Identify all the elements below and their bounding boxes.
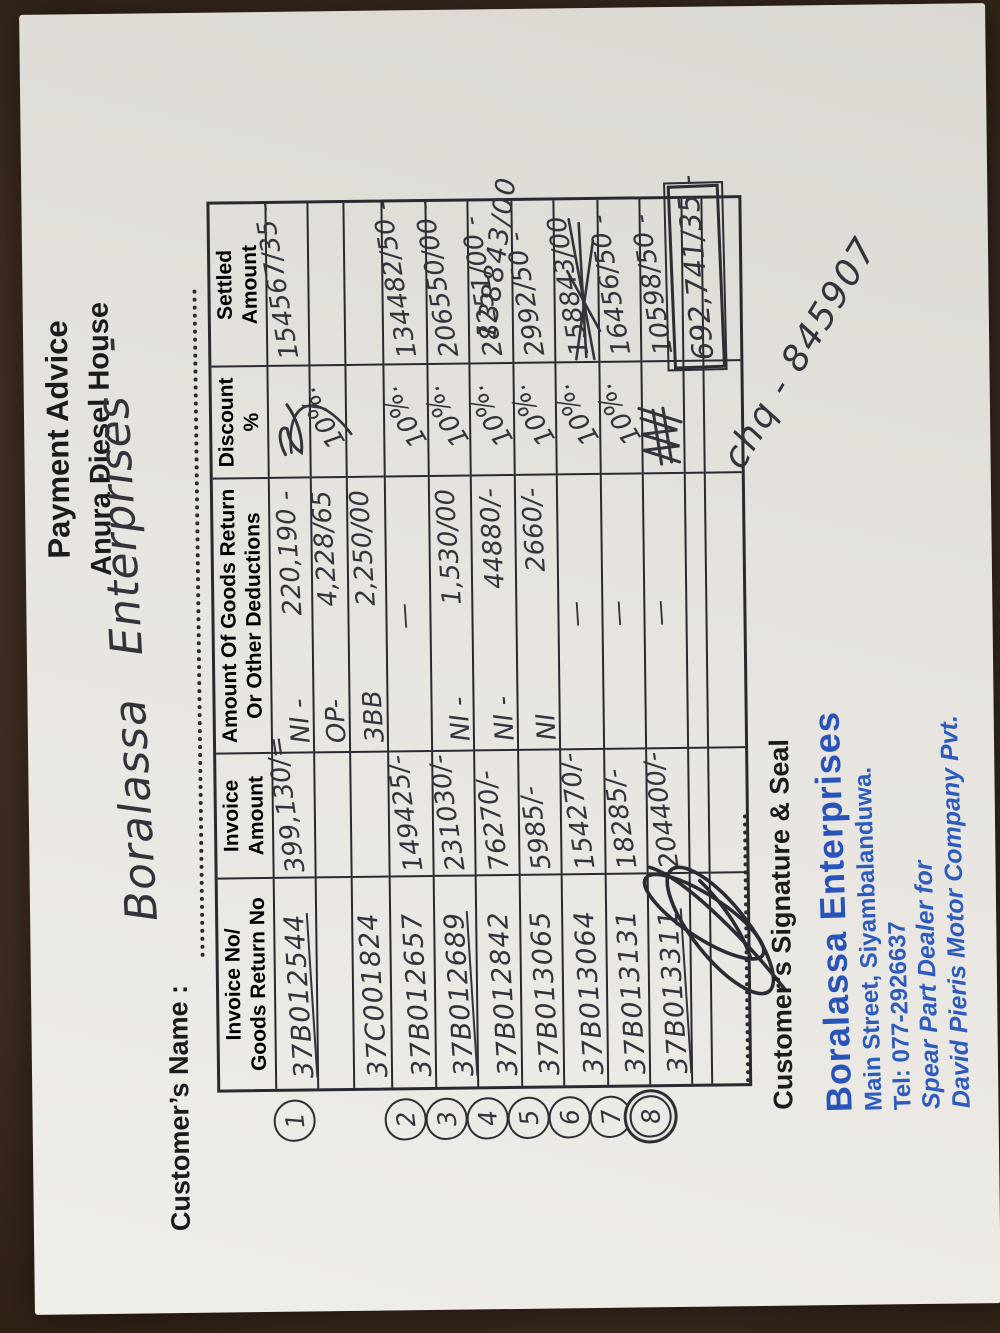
- discount-cell: 10%.: [416, 364, 476, 477]
- invoice-no-value: 37B012657: [396, 911, 439, 1078]
- goods-return-cell: [685, 473, 708, 749]
- invoice-amount-value: 76270/-: [470, 768, 516, 873]
- dealer-stamp: Boralassa Enterprises Main Street, Siyam…: [805, 707, 976, 1113]
- discount-cell: 10%.: [374, 364, 434, 478]
- discount-cell: [346, 365, 384, 478]
- invoice-no-cell: 37B012689: [435, 876, 481, 1086]
- invoice-amount-cell: [315, 752, 351, 879]
- discount-cell: [684, 361, 704, 474]
- row-number-circle: 6: [546, 1093, 593, 1141]
- row-number-circle: 4: [464, 1095, 511, 1142]
- row-number-circle: 8: [627, 1093, 674, 1140]
- discount-cell: 10%.: [588, 362, 648, 475]
- row-number-circle: 2: [382, 1096, 429, 1143]
- invoice-amount-value: 154270/-: [554, 750, 602, 872]
- invoice-no-cell: 37B012657: [391, 877, 439, 1087]
- total-amount-box: 692,741/35 -: [666, 173, 727, 370]
- invoice-amount-cell: 154270/-: [554, 749, 605, 876]
- invoice-no-cell: 37C001824: [352, 877, 395, 1087]
- discount-cell: [268, 366, 310, 479]
- goods-return-cell: [705, 473, 746, 749]
- invoice-no-cell: 37B013131: [607, 874, 653, 1084]
- invoice-no-value: 37C001824: [352, 911, 395, 1079]
- invoice-no-value: 37B012842: [482, 910, 525, 1077]
- invoice-amount-cell: [351, 752, 389, 878]
- column-header-invoice-amount: Invoice Amount: [216, 753, 273, 880]
- settled-amount-cell: 154567/35 -: [249, 200, 309, 367]
- invoice-amount-value: 18285/-: [598, 766, 644, 871]
- document-title: Payment Advice: [38, 320, 77, 559]
- invoice-no-cell: 37B012842: [477, 876, 525, 1086]
- total-amount: 692,741/35 -: [669, 173, 721, 362]
- discount-crossed-out-mark: [637, 406, 683, 466]
- invoice-no-cell: 37B013311: [649, 874, 695, 1084]
- discount-cell: 10%.: [460, 363, 520, 477]
- invoice-no-value: 37B012689: [438, 910, 481, 1078]
- customer-name-label: Customer’s Name :: [162, 984, 196, 1232]
- invoice-no-value: 37B013064: [568, 909, 611, 1076]
- table-header-row: Invoice No/Goods Return No Invoice Amount A…: [209, 203, 275, 1090]
- row-number-circle: 1: [271, 1097, 318, 1144]
- invoice-amount-cell: 231030/-: [424, 751, 475, 877]
- row-number-circle: 3: [423, 1095, 470, 1143]
- invoice-no-value: 37B013311: [652, 908, 695, 1075]
- invoice-no-cell: 37B012544: [275, 878, 321, 1088]
- discount-cell: [637, 361, 684, 475]
- column-header-goods-return: Amount Of Goods Return Or Other Deduction…: [212, 478, 272, 755]
- invoice-no-cell: 37B013065: [521, 875, 567, 1085]
- invoice-amount-cell: 5985/-: [515, 750, 561, 876]
- column-header-invoice-no: Invoice No/Goods Return No: [221, 897, 271, 1072]
- invoice-no-cell: 37B013064: [563, 875, 611, 1085]
- invoice-amount-cell: 204400/-: [638, 748, 689, 875]
- settled-amount-cell: [308, 203, 345, 367]
- row-number-circle: 5: [505, 1094, 552, 1142]
- row-number-circle: 7: [587, 1093, 634, 1141]
- invoice-no-value: 37B013065: [524, 909, 567, 1077]
- discount-cell: 10%.: [502, 363, 562, 476]
- invoice-amount-cell: 399,130/=: [261, 734, 315, 879]
- discount-cell: 10%.: [546, 362, 606, 476]
- discount-cell: 10%.: [289, 366, 353, 479]
- invoice-no-cell: [317, 878, 354, 1088]
- invoice-amount-cell: 76270/-: [471, 750, 519, 877]
- payment-advice-sheet: Payment Advice Anura Diesel House Custom…: [19, 3, 1000, 1315]
- invoice-no-value: 37B012544: [278, 912, 321, 1080]
- signature-dotted-line: [704, 814, 751, 1083]
- signature-label: Customer’s Signature & Seal: [763, 738, 799, 1110]
- invoice-amount-value: 5985/-: [515, 784, 558, 872]
- invoice-no-value: 37B013131: [610, 908, 653, 1076]
- goods-return-cell: —: [643, 473, 688, 750]
- invoice-amount-value: 149425/-: [382, 752, 430, 874]
- column-header-discount: Discount%: [211, 366, 268, 480]
